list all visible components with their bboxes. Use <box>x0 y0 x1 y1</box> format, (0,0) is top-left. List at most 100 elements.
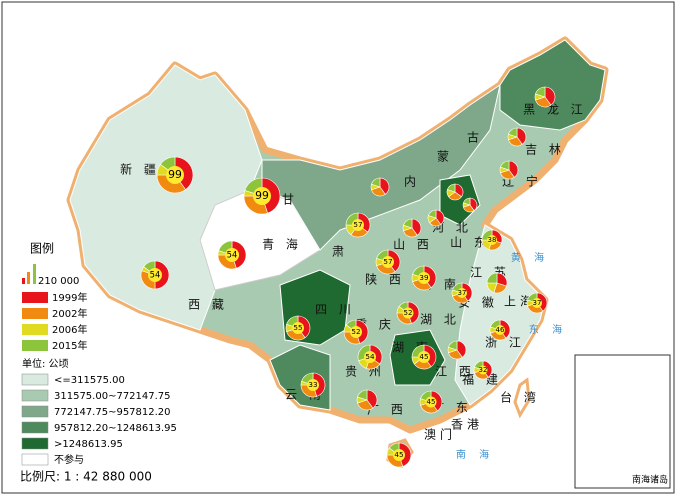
pie-slice <box>387 249 401 273</box>
legend-swatch <box>21 373 49 386</box>
region <box>499 39 606 131</box>
province-label: 澳门 <box>424 427 456 442</box>
pie-slice <box>430 390 443 412</box>
pie-center <box>307 379 319 391</box>
pie-center <box>364 351 376 363</box>
province-label: 吉 林 <box>525 143 565 157</box>
province-label: 新 疆 <box>120 162 160 177</box>
pie-label: 52 <box>404 309 413 317</box>
legend-swatch <box>22 324 48 335</box>
legend-label: 957812.20~1248613.95 <box>54 423 177 434</box>
pie-scale-label: 210 000 <box>38 276 79 287</box>
legend-swatch <box>21 437 49 450</box>
region <box>261 83 501 251</box>
pie-slice <box>448 340 458 351</box>
island <box>513 377 531 419</box>
pie-slice <box>369 344 383 365</box>
legend-swatch <box>22 292 48 303</box>
province-label: 浙 江 <box>485 336 525 350</box>
pie-label: 99 <box>168 168 182 181</box>
pie-slice <box>508 160 519 178</box>
pie-slice <box>435 209 445 225</box>
province-label: 香港 <box>451 418 483 432</box>
pie-center <box>532 298 542 308</box>
province-label: 陕 西 <box>365 272 405 287</box>
pie-label: 45 <box>419 352 428 361</box>
pie-center <box>457 288 467 298</box>
legend-label: <=311575.00 <box>54 375 125 386</box>
pie-slice <box>447 183 456 193</box>
legend-label: >1248613.95 <box>54 439 123 450</box>
legend-label: 772147.75~957812.20 <box>54 407 171 418</box>
pie-slice <box>461 282 473 302</box>
pie-label: 54 <box>365 352 375 361</box>
legend-swatch <box>21 405 49 418</box>
pie-slice <box>500 160 510 171</box>
pie-label: 99 <box>255 189 269 202</box>
pie-center <box>418 272 430 284</box>
pie-label: 54 <box>150 270 161 280</box>
pie-center <box>402 307 414 319</box>
pie-slice <box>379 177 390 195</box>
pie-label: 45 <box>394 450 403 459</box>
pie-slice <box>357 389 368 401</box>
pie-slice <box>499 319 511 339</box>
pie-slice <box>423 344 437 368</box>
sea-label: 黄 海 <box>511 251 549 264</box>
pie-slice <box>174 156 194 190</box>
pie-label: 52 <box>351 327 360 336</box>
province-label: 甘 <box>282 193 298 207</box>
inset <box>574 354 671 489</box>
province-label: 内 <box>404 175 420 189</box>
pie-label: 38 <box>488 236 497 244</box>
pie-label: 33 <box>308 380 317 389</box>
pie-label: 57 <box>383 257 392 266</box>
pie-slice <box>482 360 493 378</box>
pie-slice <box>508 127 518 138</box>
pie-label: 37 <box>533 299 542 307</box>
legend-label: 2015年 <box>52 339 87 352</box>
pie-center <box>253 187 271 205</box>
province-label: 山 西 <box>393 238 433 252</box>
pie-center <box>352 219 364 231</box>
pie-slice <box>423 265 437 289</box>
scale-label: 比例尺: 1 : 42 880 000 <box>20 470 152 484</box>
province-label: 古 <box>467 130 483 145</box>
legend-label: 311575.00~772147.75 <box>54 391 171 402</box>
pie-slice <box>428 209 437 219</box>
legend-label: 1999年 <box>52 291 87 304</box>
pie-center <box>292 322 304 334</box>
pie-slice <box>156 174 186 194</box>
province-label: 江 西 <box>435 365 475 379</box>
pie-slice <box>516 127 527 145</box>
pie-slice <box>535 86 546 98</box>
pie-center <box>487 235 497 245</box>
pie-center <box>478 365 488 375</box>
legend-label: 2006年 <box>52 323 87 336</box>
pie-center <box>418 351 430 363</box>
legend-swatch <box>22 308 48 319</box>
pie-slice <box>486 272 498 284</box>
province-label: 上海 <box>504 294 536 309</box>
pie-center <box>225 248 239 262</box>
legend-swatch <box>21 453 49 466</box>
province-label: 蒙 <box>437 150 453 164</box>
pie-label: 57 <box>353 220 362 229</box>
sea-label: 东 海 <box>529 323 567 336</box>
pie-slice <box>231 240 247 269</box>
legend-swatch <box>21 421 49 434</box>
legend-swatch <box>22 340 48 351</box>
pie-slice <box>536 292 548 312</box>
province-label: 青 海 <box>262 237 302 252</box>
legend-title: 图例 <box>30 242 54 256</box>
pie-label: 32 <box>479 366 488 374</box>
legend-swatch <box>21 389 49 402</box>
pie-scale-bar <box>22 278 25 284</box>
pie-center <box>166 166 184 184</box>
pie-slice <box>456 340 467 358</box>
province-label: 广 西 <box>367 403 407 417</box>
unit-label: 单位: 公顷 <box>22 357 69 370</box>
province-label: 山 东 <box>450 236 490 250</box>
pie-label: 37 <box>458 289 467 297</box>
pie-label: 45 <box>427 398 436 406</box>
